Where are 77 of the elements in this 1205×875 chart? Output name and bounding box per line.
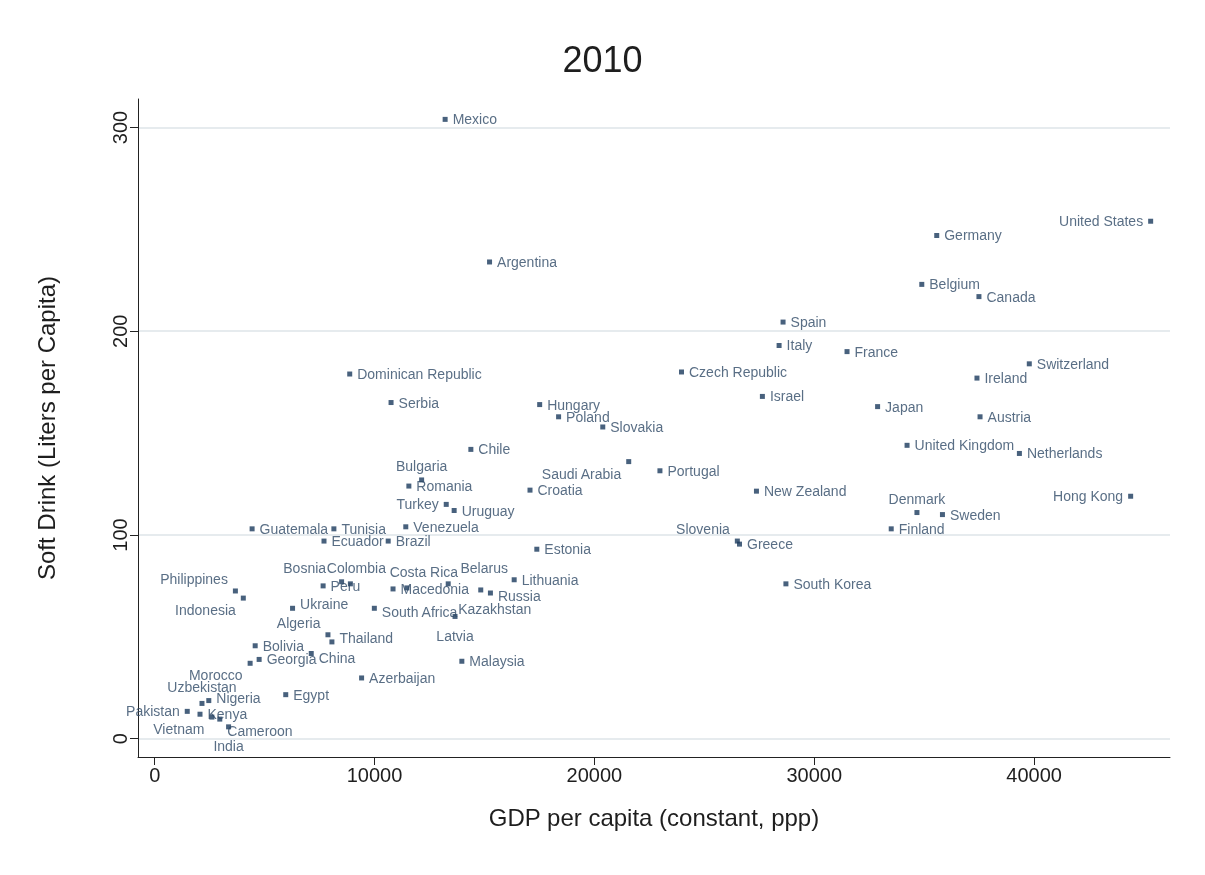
data-label: Costa Rica [389, 564, 459, 581]
data-label: Spain [790, 314, 827, 331]
data-label: Romania [416, 478, 473, 495]
data-label: Slovenia [676, 521, 731, 538]
data-label: Ukraine [300, 596, 349, 613]
data-label: Estonia [544, 541, 592, 558]
data-label: Belgium [929, 276, 980, 293]
x-tick-label: 40000 [1006, 764, 1062, 786]
data-label: Brazil [395, 533, 431, 550]
data-label: Croatia [537, 482, 583, 499]
data-label: Finland [898, 520, 945, 537]
data-label: Azerbaijan [369, 669, 436, 686]
data-label: Mexico [452, 111, 498, 128]
data-label: Egypt [293, 686, 330, 703]
data-label: Algeria [276, 614, 321, 631]
data-label: South Korea [793, 575, 872, 592]
data-label: Vietnam [153, 721, 205, 738]
data-label: Denmark [888, 491, 947, 508]
data-label: France [854, 343, 899, 360]
data-label: South Africa [381, 604, 458, 621]
data-label: Austria [987, 408, 1032, 425]
x-tick-label: 10000 [346, 764, 403, 786]
data-label: Italy [786, 337, 813, 354]
data-label: Ireland [984, 370, 1028, 387]
data-label: Philippines [160, 570, 228, 587]
data-label: Malaysia [469, 653, 525, 670]
data-label: Germany [944, 227, 1002, 244]
data-label: Israel [769, 388, 805, 405]
data-label: Thailand [339, 629, 394, 646]
data-label: United Kingdom [914, 437, 1015, 454]
data-label: Georgia [266, 651, 317, 668]
data-label: Switzerland [1036, 355, 1110, 372]
data-label: New Zealand [763, 483, 847, 500]
data-label: Latvia [436, 627, 474, 644]
x-axis-title: GDP per capita (constant, ppp) [488, 803, 820, 831]
y-tick-label: 300 [109, 110, 131, 145]
data-label: Turkey [396, 496, 439, 513]
data-label: Bolivia [262, 637, 305, 654]
data-label: Chile [478, 441, 511, 458]
data-label: Indonesia [175, 602, 237, 619]
data-label: Guatemala [259, 520, 329, 537]
data-label: India [213, 738, 244, 755]
data-label: Colombia [326, 560, 387, 577]
data-label: Canada [986, 288, 1036, 305]
chart-title: 2010 [562, 38, 643, 80]
x-tick-label: 20000 [566, 764, 623, 786]
data-label: Kenya [207, 706, 248, 723]
x-tick-label: 30000 [786, 764, 843, 786]
data-label: Bosnia [283, 559, 327, 576]
data-label: Serbia [398, 394, 440, 411]
data-label: Czech Republic [688, 363, 788, 380]
data-label: China [318, 649, 356, 666]
data-label: Ecuador [331, 533, 384, 550]
y-axis-title: Soft Drink (Liters per Capita) [32, 275, 60, 581]
data-label: Sweden [949, 506, 1001, 523]
data-label: Uruguay [461, 502, 515, 519]
x-tick-label: 0 [149, 764, 161, 786]
data-label: Lithuania [521, 571, 579, 588]
data-label: Hong Kong [1053, 488, 1124, 505]
data-label: Belarus [460, 560, 508, 577]
y-tick-label: 0 [109, 733, 131, 745]
data-label: Japan [885, 398, 924, 415]
data-label: Macedonia [400, 580, 470, 597]
data-label: Netherlands [1026, 445, 1103, 462]
data-label: Slovakia [610, 418, 664, 435]
data-label: Argentina [497, 253, 558, 270]
y-tick-label: 200 [109, 314, 131, 348]
data-label: Greece [747, 536, 794, 553]
data-label: Cameroon [227, 723, 293, 740]
data-label: Venezuela [413, 518, 479, 535]
data-label: Portugal [667, 462, 720, 479]
y-tick-label: 100 [109, 518, 131, 552]
data-label: Dominican Republic [357, 366, 482, 383]
data-label: Saudi Arabia [541, 465, 622, 482]
data-label: Kazakhstan [458, 601, 532, 618]
data-label: Bulgaria [395, 458, 448, 475]
data-label: United States [1059, 213, 1144, 230]
